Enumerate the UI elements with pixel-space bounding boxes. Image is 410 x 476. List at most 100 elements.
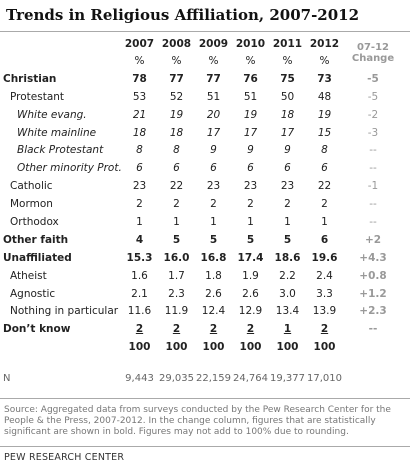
value-cell: 1.8: [205, 269, 222, 282]
value-cell: 5: [283, 233, 292, 246]
value-cell: 2.4: [316, 269, 333, 282]
value-cell: 48: [317, 90, 332, 103]
row-label: Protestant: [10, 90, 65, 103]
column-header: 2012: [309, 38, 340, 50]
n-value: 29,035: [159, 373, 194, 385]
data-row: Black Protestant 8 8 9 9 9 8 --: [3, 141, 403, 159]
value-cell: 6: [320, 233, 329, 246]
column-header: 2008: [161, 38, 192, 50]
value-cell: 1: [283, 323, 292, 336]
n-value: 19,377: [270, 373, 305, 385]
value-cell: 2: [209, 323, 218, 336]
value-cell: 2: [172, 323, 181, 336]
value-cell: 19: [317, 108, 332, 121]
value-cell: 17: [280, 126, 295, 139]
value-cell: 1: [321, 215, 328, 228]
data-row: Mormon 2 2 2 2 2 2 --: [3, 195, 403, 213]
header-row: 2007 2008 2009 2010 2011 2012 07-12 Change: [3, 36, 403, 64]
data-row: Don’t know 2 2 2 2 1 2 --: [3, 320, 403, 338]
unit-label: %: [245, 54, 256, 67]
n-row: N 9,443 29,035 22,159 24,764 19,377 17,010: [3, 356, 403, 384]
data-row: Christian 78 77 77 76 75 73 -5: [3, 70, 403, 88]
value-cell: 16.8: [200, 251, 227, 264]
value-cell: 11.9: [164, 305, 189, 318]
value-cell: 13.4: [275, 305, 300, 318]
value-cell: 8: [173, 144, 180, 157]
row-label: White mainline: [17, 126, 97, 139]
value-cell: 2.1: [131, 287, 148, 300]
row-label: Other faith: [3, 233, 69, 246]
value-cell: 2: [136, 198, 143, 211]
rule: [0, 446, 410, 447]
unit-label: %: [282, 54, 293, 67]
value-cell: 23: [206, 180, 221, 193]
value-cell: 73: [317, 72, 332, 85]
value-cell: 75: [280, 72, 295, 85]
n-value: 17,010: [307, 373, 342, 385]
value-cell: 2: [320, 323, 329, 336]
data-row: Orthodox 1 1 1 1 1 1 --: [3, 213, 403, 231]
data-row: Unaffiliated 15.3 16.0 16.8 17.4 18.6 19.6 +4.3: [3, 249, 403, 267]
value-cell: 23: [243, 180, 258, 193]
data-row: White mainline 18 18 17 17 17 15 -3: [3, 124, 403, 142]
value-cell: 17: [206, 126, 221, 139]
row-label: Agnostic: [10, 287, 56, 300]
value-cell: 6: [210, 162, 217, 175]
value-cell: 52: [169, 90, 184, 103]
change-header: 07-12 Change: [343, 36, 403, 70]
value-cell: 8: [321, 144, 328, 157]
value-cell: 1.6: [131, 269, 148, 282]
value-cell: 50: [280, 90, 295, 103]
value-cell: 16.0: [163, 251, 190, 264]
value-cell: 2: [210, 198, 217, 211]
change-cell: -5: [367, 90, 379, 103]
rule: [0, 31, 410, 32]
value-cell: 8: [136, 144, 143, 157]
value-cell: 51: [243, 90, 258, 103]
value-cell: 18: [132, 126, 147, 139]
value-cell: 78: [132, 72, 147, 85]
source-note: Source: Aggregated data from surveys con…: [4, 405, 391, 437]
column-header: 2011: [272, 38, 303, 50]
change-cell: +1.2: [359, 287, 387, 300]
unit-label: %: [171, 54, 182, 67]
value-cell: 1: [173, 215, 180, 228]
value-cell: 11.6: [127, 305, 152, 318]
change-cell: -5: [367, 72, 379, 85]
value-cell: 12.4: [201, 305, 226, 318]
row-label: White evang.: [17, 108, 87, 121]
value-cell: 13.9: [312, 305, 337, 318]
row-label: Atheist: [10, 269, 47, 282]
value-cell: 21: [132, 108, 147, 121]
row-label: Catholic: [10, 180, 53, 193]
change-cell: +2: [364, 233, 382, 246]
value-cell: 4: [135, 233, 144, 246]
value-cell: 100: [165, 341, 188, 354]
change-cell: --: [369, 144, 377, 157]
data-row: Agnostic 2.1 2.3 2.6 2.6 3.0 3.3 +1.2: [3, 285, 403, 303]
value-cell: 22: [169, 180, 184, 193]
row-label: Nothing in particular: [10, 305, 119, 318]
unit-label: %: [134, 54, 145, 67]
change-cell: --: [368, 323, 378, 336]
column-header: 2007: [124, 38, 155, 50]
change-cell: [343, 338, 403, 356]
value-cell: 77: [169, 72, 184, 85]
value-cell: 2.6: [242, 287, 259, 300]
value-cell: 100: [276, 341, 299, 354]
rule: [0, 398, 410, 399]
value-cell: 1: [210, 215, 217, 228]
value-cell: 23: [132, 180, 147, 193]
value-cell: 9: [247, 144, 254, 157]
value-cell: 5: [246, 233, 255, 246]
data-row: 100 100 100 100 100 100: [3, 338, 403, 356]
data-row: Protestant 53 52 51 51 50 48 -5: [3, 88, 403, 106]
data-row: Atheist 1.6 1.7 1.8 1.9 2.2 2.4 +0.8: [3, 267, 403, 285]
change-cell: +0.8: [359, 269, 387, 282]
value-cell: 15: [317, 126, 332, 139]
value-cell: 18: [169, 126, 184, 139]
change-header-line: Change: [351, 52, 395, 64]
value-cell: 1.7: [168, 269, 185, 282]
title: Trends in Religious Affiliation, 2007-20…: [6, 6, 360, 24]
